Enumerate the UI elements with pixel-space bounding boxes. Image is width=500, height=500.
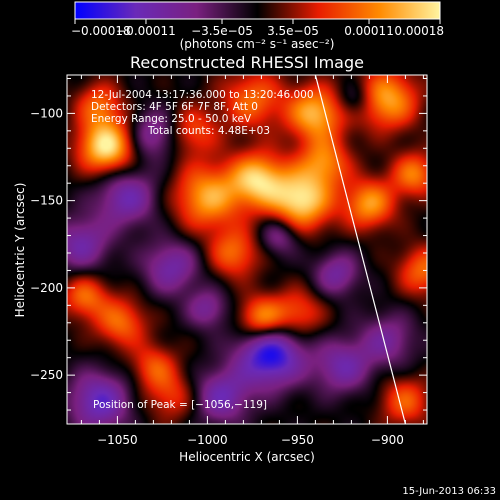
colorbar-tick-label: −0.00011: [116, 24, 176, 38]
y-axis: −100 −150 −200 −250: [30, 77, 427, 411]
x-axis-label: Heliocentric X (arcsec): [179, 450, 315, 464]
x-axis: −1050 −1000 −950 −900: [80, 75, 424, 447]
x-tick-label: −900: [371, 433, 404, 447]
annotation-counts: Total counts: 4.48E+03: [147, 125, 270, 137]
y-tick-label: −100: [30, 106, 63, 120]
colorbar-unit-label: (photons cm⁻² s⁻¹ asec⁻²): [180, 37, 335, 51]
date-stamp: 15-Jun-2013 06:33: [402, 486, 496, 497]
x-tick-label: −1000: [187, 433, 228, 447]
colorbar-ticks: −0.00018−0.00011 −3.5e−05 3.5e−05 0.00011 0.…: [71, 19, 444, 38]
colorbar-tick-label: 3.5e−05: [267, 24, 319, 38]
y-axis-label: Heliocentric Y (arcsec): [13, 183, 27, 318]
x-tick-label: −1050: [97, 433, 138, 447]
colorbar-tick-label: −0.00018: [71, 24, 131, 38]
y-tick-label: −250: [30, 368, 63, 382]
annotation-time: 12-Jul-2004 13:17:36.000 to 13:20:46.000: [91, 89, 314, 101]
colorbar-tick-label: 0.00018: [394, 24, 444, 38]
annotation-peak: Position of Peak = [−1056,−119]: [93, 399, 267, 411]
plot-frame: [66, 74, 428, 425]
annotation-energy: Energy Range: 25.0 - 50.0 keV: [91, 113, 252, 125]
y-tick-label: −150: [30, 194, 63, 208]
chart-title: Reconstructed RHESSI Image: [130, 53, 364, 72]
colorbar-tick-label: 0.00011: [344, 24, 394, 38]
x-tick-label: −950: [281, 433, 314, 447]
y-tick-label: −200: [30, 281, 63, 295]
annotation-detectors: Detectors: 4F 5F 6F 7F 8F, Att 0: [91, 101, 258, 113]
solar-limb-line: [314, 75, 406, 424]
colorbar-tick-label: −3.5e−05: [191, 24, 253, 38]
heatmap-image: [67, 75, 427, 424]
colorbar: [74, 1, 441, 20]
